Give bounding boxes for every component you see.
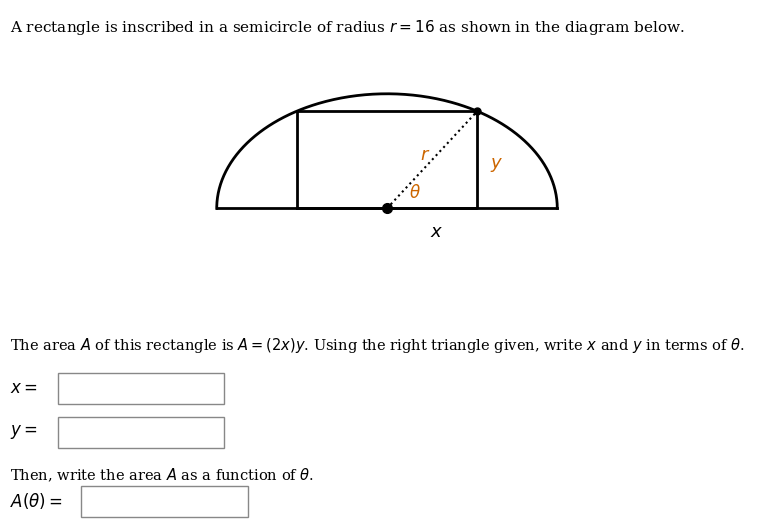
- Text: $x$: $x$: [430, 223, 444, 241]
- FancyBboxPatch shape: [81, 486, 248, 517]
- Text: $r$: $r$: [420, 146, 430, 164]
- Text: $A(\theta) =$: $A(\theta) =$: [10, 491, 63, 511]
- Text: $\theta$: $\theta$: [409, 184, 420, 202]
- FancyBboxPatch shape: [58, 373, 224, 404]
- Text: $y =$: $y =$: [10, 424, 38, 441]
- Text: $x =$: $x =$: [10, 380, 38, 396]
- Text: The area $A$ of this rectangle is $A = (2x)y$. Using the right triangle given, w: The area $A$ of this rectangle is $A = (…: [10, 336, 745, 355]
- Text: Then, write the area $A$ as a function of $\theta$.: Then, write the area $A$ as a function o…: [10, 466, 314, 483]
- FancyBboxPatch shape: [58, 417, 224, 448]
- Text: $y$: $y$: [490, 156, 503, 173]
- Text: A rectangle is inscribed in a semicircle of radius $r = 16$ as shown in the diag: A rectangle is inscribed in a semicircle…: [10, 18, 685, 37]
